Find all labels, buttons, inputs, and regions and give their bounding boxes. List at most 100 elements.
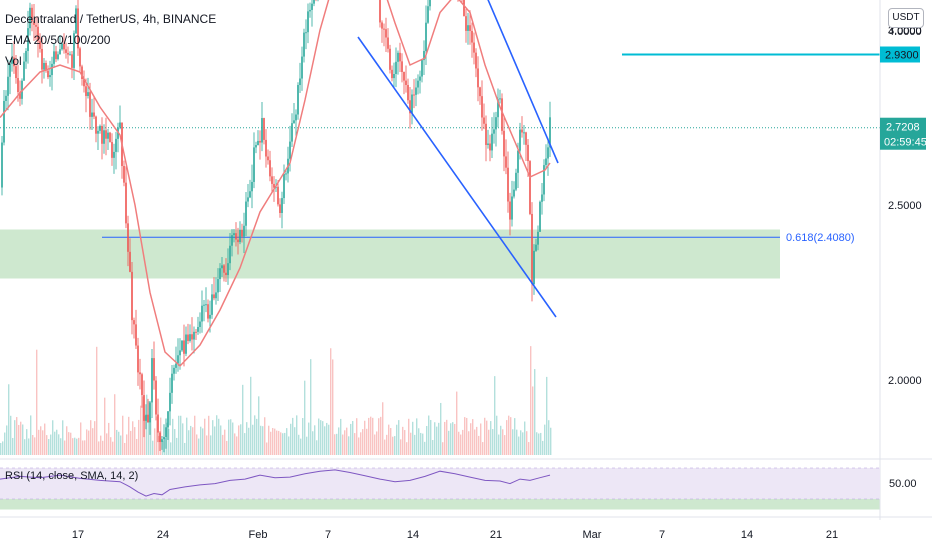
- volume-bar: [76, 438, 78, 455]
- candle-body: [511, 196, 513, 220]
- candle-body: [33, 21, 35, 25]
- candle-body: [227, 263, 229, 276]
- volume-indicator-label[interactable]: Vol: [5, 54, 22, 68]
- volume-bar: [420, 432, 422, 455]
- price-tick[interactable]: 2.5000: [888, 200, 922, 212]
- volume-bar: [330, 348, 332, 455]
- currency-button[interactable]: USDT: [888, 8, 924, 28]
- volume-bar: [134, 427, 136, 455]
- volume-bar: [318, 418, 320, 455]
- candle-body: [49, 75, 51, 78]
- candle-body: [75, 8, 77, 34]
- candle-body: [395, 61, 397, 75]
- time-tick[interactable]: Feb: [249, 529, 268, 541]
- time-axis-ticks[interactable]: 17 24 Feb 7 14 21 Mar 7 14 21: [72, 529, 838, 541]
- time-tick[interactable]: 7: [325, 529, 331, 541]
- trendlines[interactable]: [357, 0, 559, 318]
- volume-bar: [116, 429, 118, 455]
- price-tick[interactable]: 2.0000: [888, 375, 922, 387]
- candle-body: [197, 327, 199, 332]
- volume-bar: [276, 430, 278, 455]
- volume-bar: [530, 346, 532, 455]
- volume-bar: [430, 419, 432, 455]
- volume-bar: [202, 428, 204, 455]
- time-tick[interactable]: Mar: [583, 529, 602, 541]
- candle-body: [493, 129, 495, 134]
- volume-bar: [42, 430, 44, 455]
- candle-body: [383, 28, 385, 30]
- candle-body: [473, 42, 475, 53]
- candle-body: [513, 189, 515, 197]
- volume-bar: [196, 434, 198, 455]
- candle-body: [79, 48, 81, 67]
- volume-bar: [288, 436, 290, 455]
- volume-bar: [124, 442, 126, 455]
- candle-body: [495, 117, 497, 130]
- volume-bar: [128, 416, 130, 455]
- time-tick[interactable]: 14: [741, 529, 753, 541]
- volume-bar: [46, 435, 48, 455]
- candle-body: [527, 144, 529, 162]
- candle-body: [143, 395, 145, 421]
- symbol-title[interactable]: Decentraland / TetherUS, 4h, BINANCE: [5, 12, 217, 26]
- price-tick[interactable]: 3.0000: [888, 25, 922, 37]
- time-tick[interactable]: 7: [659, 529, 665, 541]
- candle-body: [5, 95, 7, 101]
- candle-body: [289, 141, 291, 159]
- volume-bar: [506, 420, 508, 455]
- time-tick[interactable]: 21: [490, 529, 502, 541]
- candle-body: [311, 3, 313, 10]
- volume-bar: [322, 421, 324, 455]
- time-tick[interactable]: 14: [407, 529, 419, 541]
- volume-bar: [358, 437, 360, 455]
- volume-bar: [362, 429, 364, 455]
- target-lines[interactable]: [622, 0, 880, 56]
- candle-body: [391, 69, 393, 79]
- volume-bar: [386, 434, 388, 455]
- candle-body: [405, 80, 407, 86]
- volume-bar: [242, 384, 244, 455]
- volume-bar: [258, 396, 260, 455]
- volume-bar: [62, 420, 64, 455]
- candle-body: [281, 198, 283, 214]
- volume-bar: [50, 434, 52, 455]
- candle-body: [223, 265, 225, 273]
- volume-bar: [460, 434, 462, 455]
- volume-bar: [66, 426, 68, 455]
- candle-body: [159, 432, 161, 442]
- volume-bar: [208, 415, 210, 455]
- ema-indicator-label[interactable]: EMA 20/50/100/200: [5, 33, 111, 47]
- candle-body: [37, 26, 39, 42]
- volume-bar: [274, 428, 276, 455]
- volume-bar: [180, 415, 182, 455]
- volume-bar: [248, 427, 250, 455]
- rsi-line: [0, 469, 551, 497]
- candle-body: [189, 334, 191, 341]
- candle-body: [547, 147, 549, 159]
- candle-body: [543, 165, 545, 195]
- candle-body: [533, 250, 535, 285]
- volume-bar: [482, 442, 484, 455]
- trendline-lower: [357, 36, 557, 318]
- volume-bar: [496, 415, 498, 455]
- volume-bar: [222, 434, 224, 455]
- volume-bar: [110, 437, 112, 455]
- volume-bar: [500, 425, 502, 455]
- rsi-label[interactable]: RSI (14, close, SMA, 14, 2): [5, 470, 138, 482]
- volume-bar: [350, 423, 352, 455]
- candle-body: [1, 142, 3, 188]
- candle-body: [525, 132, 527, 145]
- volume-bar: [4, 432, 6, 455]
- time-tick[interactable]: 21: [826, 529, 838, 541]
- candle-body: [211, 294, 213, 315]
- volume-bar: [410, 432, 412, 455]
- candle-body: [305, 32, 307, 34]
- candle-body: [81, 66, 83, 80]
- volume-bar: [256, 418, 258, 455]
- time-tick[interactable]: 24: [157, 529, 169, 541]
- time-tick[interactable]: 17: [72, 529, 84, 541]
- volume-bar: [384, 439, 386, 455]
